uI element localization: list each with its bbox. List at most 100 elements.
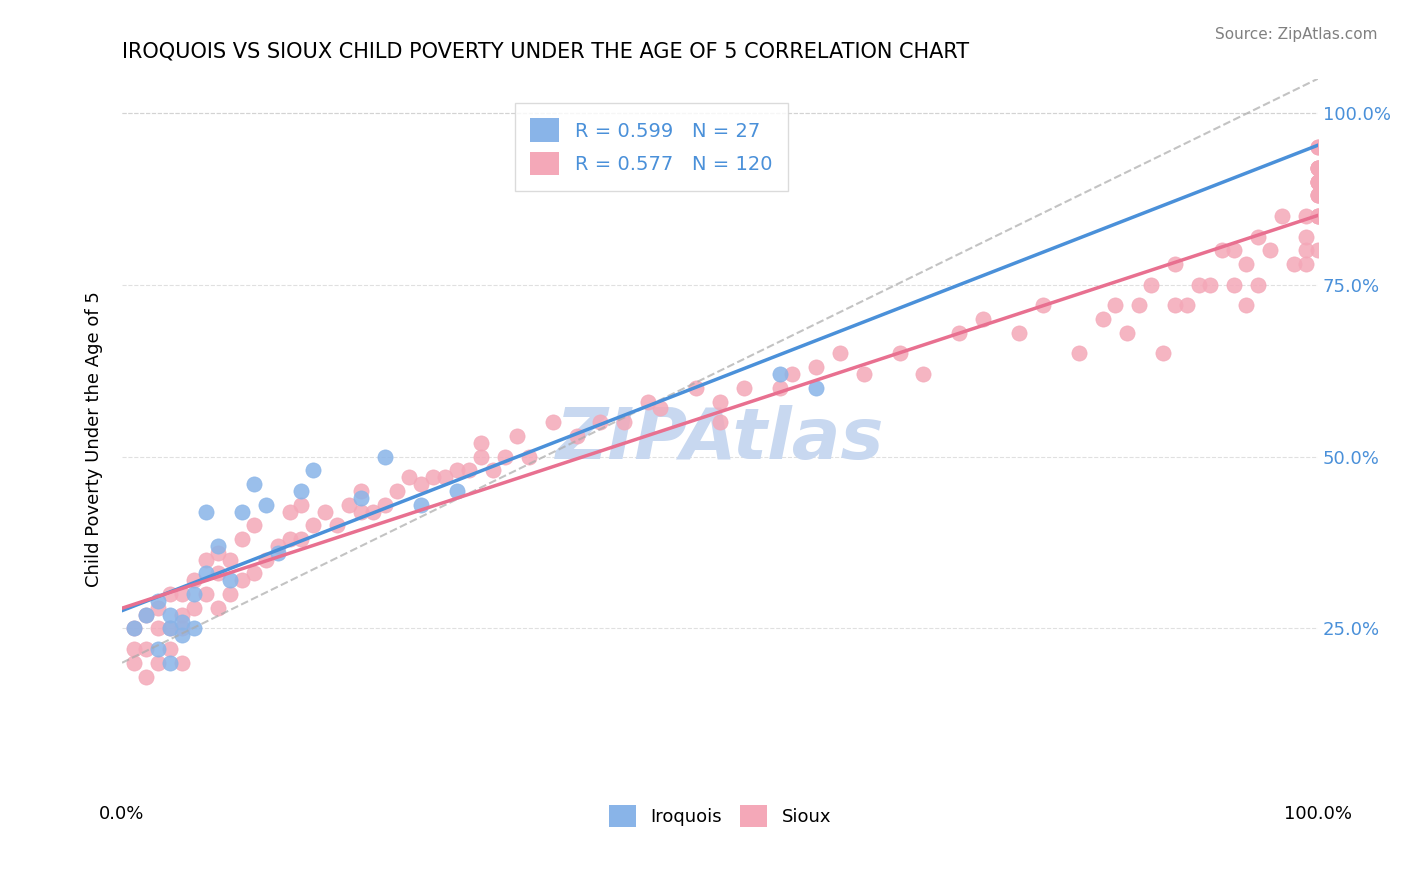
Point xyxy=(1308,140,1330,154)
Point xyxy=(446,463,468,477)
Point xyxy=(685,381,707,395)
Point xyxy=(135,607,157,622)
Point xyxy=(828,346,851,360)
Point xyxy=(1295,209,1317,223)
Point xyxy=(1308,209,1330,223)
Legend: Iroquois, Sioux: Iroquois, Sioux xyxy=(602,798,838,835)
Point xyxy=(290,498,312,512)
Point xyxy=(637,394,659,409)
Point xyxy=(350,505,373,519)
Point xyxy=(385,483,408,498)
Point xyxy=(446,483,468,498)
Point xyxy=(1271,209,1294,223)
Point xyxy=(122,621,145,635)
Point xyxy=(1128,298,1150,312)
Point xyxy=(302,518,325,533)
Point xyxy=(194,552,217,566)
Point xyxy=(242,566,264,581)
Point xyxy=(1152,346,1174,360)
Point xyxy=(398,470,420,484)
Point xyxy=(146,600,169,615)
Point xyxy=(170,628,193,642)
Point xyxy=(1258,244,1281,258)
Point xyxy=(146,642,169,657)
Point xyxy=(780,367,803,381)
Point xyxy=(852,367,875,381)
Point xyxy=(1163,257,1185,271)
Point xyxy=(1067,346,1090,360)
Point xyxy=(135,669,157,683)
Point xyxy=(266,539,288,553)
Point xyxy=(1139,277,1161,292)
Point xyxy=(1295,257,1317,271)
Point xyxy=(1091,312,1114,326)
Point xyxy=(1308,188,1330,202)
Point xyxy=(314,505,336,519)
Point xyxy=(278,505,301,519)
Point xyxy=(565,429,588,443)
Point xyxy=(254,552,277,566)
Point xyxy=(183,574,205,588)
Point xyxy=(1308,175,1330,189)
Point xyxy=(122,621,145,635)
Point xyxy=(1308,161,1330,175)
Point xyxy=(159,587,181,601)
Point xyxy=(1247,277,1270,292)
Point xyxy=(470,435,492,450)
Point xyxy=(769,381,792,395)
Point xyxy=(146,594,169,608)
Point xyxy=(709,415,731,429)
Point xyxy=(1308,175,1330,189)
Point xyxy=(1211,244,1233,258)
Point xyxy=(613,415,636,429)
Point xyxy=(709,394,731,409)
Point xyxy=(135,642,157,657)
Point xyxy=(194,566,217,581)
Point xyxy=(589,415,612,429)
Point xyxy=(194,505,217,519)
Point xyxy=(517,450,540,464)
Point xyxy=(207,546,229,560)
Point xyxy=(1187,277,1209,292)
Point xyxy=(374,450,396,464)
Point xyxy=(170,607,193,622)
Point xyxy=(207,539,229,553)
Point xyxy=(1008,326,1031,340)
Point xyxy=(733,381,755,395)
Point xyxy=(1308,161,1330,175)
Point xyxy=(159,621,181,635)
Point xyxy=(1308,244,1330,258)
Point xyxy=(1308,161,1330,175)
Point xyxy=(889,346,911,360)
Point xyxy=(1115,326,1137,340)
Point xyxy=(159,621,181,635)
Point xyxy=(170,656,193,670)
Point xyxy=(972,312,994,326)
Point xyxy=(146,621,169,635)
Point xyxy=(1163,298,1185,312)
Point xyxy=(470,450,492,464)
Point xyxy=(266,546,288,560)
Point xyxy=(183,587,205,601)
Text: IROQUOIS VS SIOUX CHILD POVERTY UNDER THE AGE OF 5 CORRELATION CHART: IROQUOIS VS SIOUX CHILD POVERTY UNDER TH… xyxy=(122,42,969,62)
Point xyxy=(207,600,229,615)
Point xyxy=(218,552,240,566)
Point xyxy=(422,470,444,484)
Point xyxy=(361,505,384,519)
Point xyxy=(290,532,312,546)
Point xyxy=(159,656,181,670)
Point xyxy=(1308,175,1330,189)
Point xyxy=(1308,188,1330,202)
Point xyxy=(290,483,312,498)
Point xyxy=(1308,161,1330,175)
Text: Source: ZipAtlas.com: Source: ZipAtlas.com xyxy=(1215,27,1378,42)
Point xyxy=(170,587,193,601)
Point xyxy=(194,587,217,601)
Point xyxy=(159,607,181,622)
Point xyxy=(1308,140,1330,154)
Point xyxy=(337,498,360,512)
Point xyxy=(374,498,396,512)
Point xyxy=(1308,175,1330,189)
Point xyxy=(494,450,516,464)
Point xyxy=(1223,244,1246,258)
